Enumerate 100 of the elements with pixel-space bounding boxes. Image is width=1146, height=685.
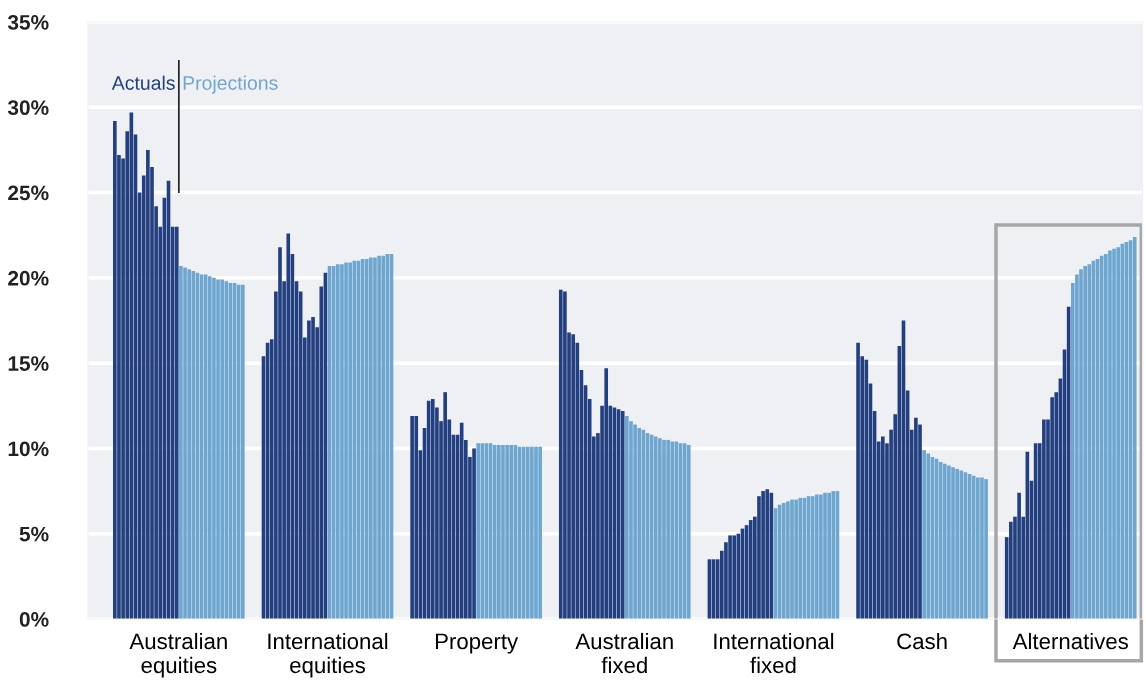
bar xyxy=(311,317,315,619)
bar xyxy=(786,501,790,619)
x-tick-label: International fixed xyxy=(714,632,834,674)
x-tick-label: International equities xyxy=(268,632,388,678)
bar xyxy=(653,436,658,619)
bar xyxy=(856,342,860,619)
bar xyxy=(942,463,947,619)
bar xyxy=(558,289,563,619)
bar xyxy=(765,489,770,619)
y-tick-label: 35% xyxy=(7,15,49,30)
bar xyxy=(604,368,609,619)
bar xyxy=(732,535,737,619)
bar xyxy=(971,475,976,619)
bar xyxy=(146,149,150,619)
bar xyxy=(1079,269,1083,619)
bar xyxy=(212,277,216,619)
bar xyxy=(798,497,803,619)
bar xyxy=(1042,419,1046,619)
bar xyxy=(922,450,926,619)
bar xyxy=(980,477,984,619)
bar xyxy=(633,424,637,619)
bar xyxy=(1104,253,1108,619)
bar xyxy=(364,259,369,619)
bar xyxy=(748,520,753,619)
bar xyxy=(1009,521,1013,619)
bar xyxy=(959,470,964,619)
x-tick-label: Property xyxy=(435,633,519,654)
bar xyxy=(670,441,675,619)
bar xyxy=(340,264,344,619)
bar xyxy=(113,120,117,619)
bar xyxy=(286,233,291,619)
bar xyxy=(790,499,794,619)
bar xyxy=(761,491,765,619)
bar xyxy=(348,262,353,619)
bar xyxy=(728,535,732,619)
bar xyxy=(236,284,241,619)
text: Projections xyxy=(183,75,278,94)
bar xyxy=(984,479,988,619)
bar xyxy=(278,247,282,619)
bar xyxy=(620,410,625,619)
series-label: Actuals xyxy=(111,75,175,90)
bar xyxy=(525,446,530,619)
y-tick-label: 15% xyxy=(8,356,49,371)
bar xyxy=(373,257,377,619)
bar xyxy=(207,276,212,619)
x-tick-label: Cash xyxy=(897,632,947,650)
bar xyxy=(823,492,827,619)
bar xyxy=(307,320,311,619)
bar xyxy=(492,445,497,619)
y-tick-label: 0% xyxy=(19,612,49,627)
bar xyxy=(501,445,505,619)
bar xyxy=(505,445,509,619)
bar xyxy=(497,445,501,619)
bar xyxy=(914,417,918,619)
bar xyxy=(530,446,534,619)
y-tick-label: 20% xyxy=(8,270,49,286)
bar xyxy=(443,392,447,619)
bar xyxy=(819,494,823,619)
y-tick-label: 30% xyxy=(7,100,49,116)
x-tick-label: Alternatives xyxy=(1012,632,1128,650)
bar xyxy=(781,503,786,619)
bar xyxy=(381,255,386,619)
bar xyxy=(1017,492,1021,619)
bar xyxy=(881,436,885,619)
bar xyxy=(1112,248,1116,619)
y-tick-label: 10% xyxy=(8,441,49,457)
x-tick-label: Australian equities xyxy=(129,632,227,678)
bar xyxy=(976,477,980,619)
bar xyxy=(410,416,414,619)
y-tick-label: 5% xyxy=(19,526,49,542)
bar xyxy=(476,443,481,619)
bar xyxy=(187,269,191,619)
bar xyxy=(216,279,220,619)
bar xyxy=(179,265,183,619)
bar xyxy=(831,491,836,619)
y-tick-label: 25% xyxy=(8,185,49,201)
bar xyxy=(369,257,373,619)
bar xyxy=(926,453,931,619)
bar xyxy=(1116,247,1121,619)
bar xyxy=(414,416,419,619)
bar xyxy=(377,255,381,619)
bar xyxy=(538,446,542,619)
bar xyxy=(430,398,435,619)
bar xyxy=(814,494,819,619)
bar xyxy=(951,467,955,619)
bar xyxy=(191,271,196,619)
bar xyxy=(563,291,567,619)
bar xyxy=(241,284,245,619)
bar xyxy=(686,445,691,619)
bar xyxy=(1087,264,1092,619)
x-tick-label: Australian fixed xyxy=(575,632,673,674)
bar xyxy=(947,465,951,619)
bar xyxy=(472,448,476,619)
bar xyxy=(1108,250,1112,619)
bar xyxy=(183,267,187,619)
bar xyxy=(794,499,798,619)
bar xyxy=(335,264,340,619)
bar xyxy=(625,416,629,619)
bar xyxy=(1083,265,1087,619)
bar xyxy=(220,279,225,619)
